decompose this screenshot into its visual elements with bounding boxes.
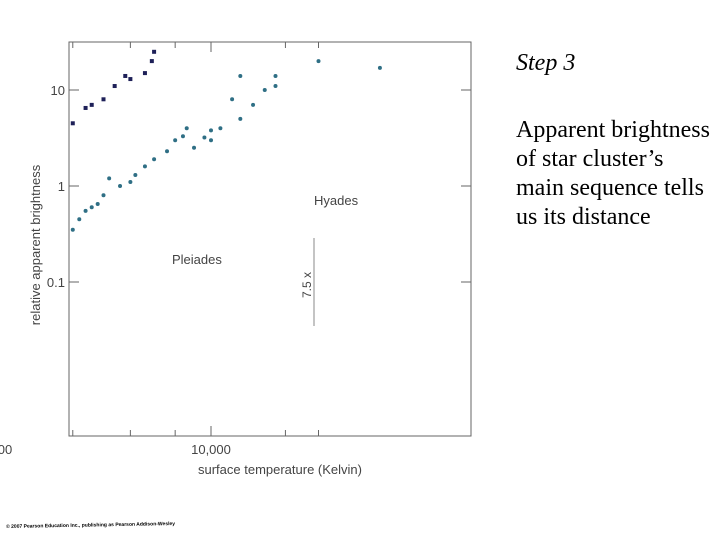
- point-pleiades: [128, 180, 133, 185]
- point-hyades: [142, 71, 147, 76]
- point-pleiades: [77, 217, 82, 222]
- point-pleiades: [142, 164, 147, 169]
- point-hyades: [149, 59, 154, 64]
- point-pleiades: [180, 134, 185, 139]
- point-pleiades: [209, 138, 213, 143]
- copyright-notice: © 2007 Pearson Education Inc., publishin…: [6, 521, 176, 530]
- point-pleiades: [218, 126, 223, 131]
- x-axis-label: surface temperature (Kelvin): [198, 462, 362, 477]
- point-hyades: [128, 77, 133, 82]
- y-tick-label: 1: [58, 179, 65, 194]
- point-pleiades: [133, 173, 138, 178]
- point-hyades: [112, 84, 117, 89]
- point-pleiades: [273, 84, 278, 89]
- point-hyades: [89, 102, 94, 107]
- point-pleiades: [377, 65, 382, 70]
- x-tick-label: 10,000: [191, 442, 231, 457]
- point-pleiades: [70, 227, 75, 232]
- point-pleiades: [202, 135, 207, 140]
- data-points: [70, 49, 382, 232]
- y-tick-label: 10: [51, 83, 65, 98]
- series-label-hyades: Hyades: [314, 193, 359, 208]
- series-label-pleiades: Pleiades: [172, 252, 222, 267]
- point-pleiades: [89, 205, 94, 210]
- slide-body-text: Apparent brightness of star cluster’s ma…: [516, 117, 710, 230]
- hr-chart: 100 10 1 0.1 10,000 6,000 surface temperatur…: [0, 0, 472, 477]
- point-pleiades: [107, 176, 112, 181]
- point-pleiades: [173, 138, 178, 143]
- y-tick-label: 0.1: [47, 275, 65, 290]
- y-axis-label: relative apparent brightness: [28, 164, 43, 325]
- point-pleiades: [152, 157, 157, 162]
- x-axis: 10,000 6,000: [0, 42, 319, 457]
- point-hyades: [152, 49, 157, 54]
- slide-title: Step 3: [516, 50, 576, 76]
- point-pleiades: [273, 73, 278, 78]
- point-pleiades: [95, 201, 100, 206]
- point-hyades: [123, 73, 128, 78]
- plot-frame: [68, 41, 472, 437]
- point-hyades: [83, 105, 88, 110]
- point-pleiades: [209, 128, 213, 133]
- point-pleiades: [230, 97, 235, 102]
- point-pleiades: [83, 208, 88, 213]
- point-pleiades: [184, 126, 189, 131]
- point-pleiades: [118, 184, 123, 188]
- point-pleiades: [262, 88, 267, 92]
- point-hyades: [70, 121, 75, 126]
- point-pleiades: [238, 116, 243, 121]
- point-pleiades: [316, 59, 321, 64]
- point-pleiades: [165, 149, 170, 154]
- point-pleiades: [251, 102, 256, 107]
- point-hyades: [101, 97, 106, 102]
- y-tick-label: 100: [43, 0, 65, 2]
- y-axis: 100 10 1 0.1: [43, 0, 471, 290]
- brightness-offset-label: 7.5 x: [300, 272, 314, 298]
- point-pleiades: [101, 193, 106, 198]
- point-pleiades: [238, 73, 243, 78]
- x-tick-label: 6,000: [0, 442, 12, 457]
- point-pleiades: [192, 145, 197, 150]
